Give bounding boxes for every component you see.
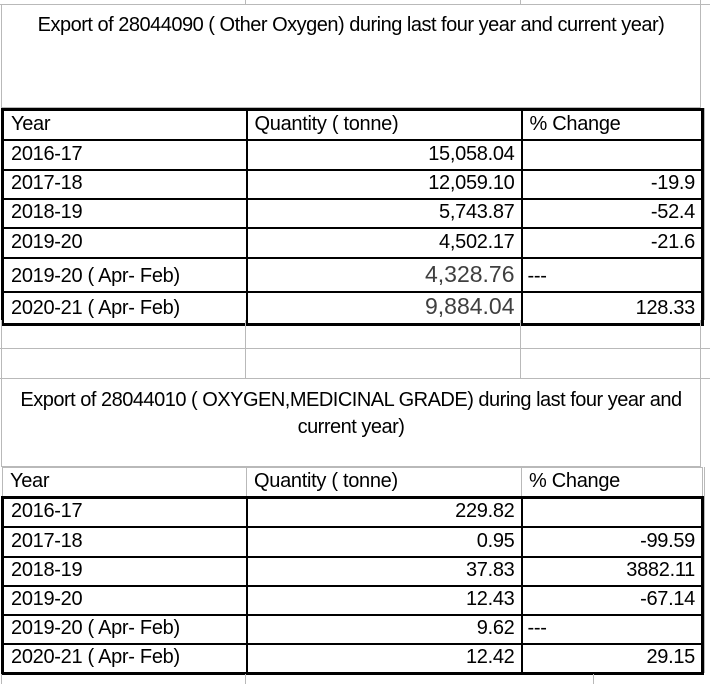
table2-title-cell[interactable]: Export of 28044010 ( OXYGEN,MEDICINAL GR… [1, 379, 701, 467]
percent-change-cell[interactable]: -21.6 [520, 226, 704, 259]
year-cell[interactable]: 2018-19 [1, 555, 248, 587]
quantity-cell[interactable]: 229.82 [245, 496, 523, 528]
column-header-year[interactable]: Year [1, 108, 248, 141]
column-header-quantity[interactable]: Quantity ( tonne) [245, 108, 523, 141]
table-row: 2018-19 5,743.87 -52.4 [1, 197, 704, 229]
table-row: 2017-18 0.95 -99.59 [1, 525, 704, 558]
gridline [0, 348, 710, 349]
table-row: 2019-20 4,502.17 -21.6 [1, 226, 704, 259]
quantity-cell[interactable]: 0.95 [245, 525, 523, 558]
table-row: 2017-18 12,059.10 -19.9 [1, 168, 704, 200]
column-header-percent-change[interactable]: % Change [521, 467, 703, 498]
quantity-cell[interactable]: 5,743.87 [245, 197, 523, 229]
year-cell[interactable]: 2020-21 ( Apr- Feb) [1, 642, 248, 675]
quantity-cell[interactable]: 4,502.17 [245, 226, 523, 259]
export-table-other-oxygen: Year Quantity ( tonne) % Change 2016-17 … [1, 108, 704, 326]
table-row: 2020-21 ( Apr- Feb) 12.42 29.15 [1, 642, 704, 675]
percent-change-cell[interactable] [520, 138, 704, 171]
gridline [0, 4, 710, 5]
gridline [245, 674, 246, 684]
gridline [245, 320, 246, 379]
year-cell[interactable]: 2019-20 ( Apr- Feb) [1, 613, 248, 645]
quantity-cell[interactable]: 9,884.04 [245, 290, 523, 326]
gridline [520, 0, 521, 5]
quantity-cell[interactable]: 4,328.76 [245, 256, 523, 293]
year-cell[interactable]: 2019-20 [1, 584, 248, 616]
table-row: 2020-21 ( Apr- Feb) 9,884.04 128.33 [1, 290, 704, 326]
gridline [1, 320, 2, 379]
percent-change-cell[interactable]: 29.15 [520, 642, 704, 675]
percent-change-cell[interactable]: --- [520, 256, 704, 293]
percent-change-cell[interactable]: -19.9 [520, 168, 704, 200]
quantity-cell[interactable]: 12.43 [245, 584, 523, 616]
year-cell[interactable]: 2016-17 [1, 496, 248, 528]
quantity-cell[interactable]: 12,059.10 [245, 168, 523, 200]
gridline [245, 0, 246, 5]
table-row: 2016-17 229.82 [1, 496, 704, 528]
gridline [700, 0, 701, 5]
gridline [704, 108, 705, 320]
gridline [593, 674, 594, 684]
year-cell[interactable]: 2016-17 [1, 138, 248, 171]
percent-change-cell[interactable]: 128.33 [520, 290, 704, 326]
quantity-cell[interactable]: 15,058.04 [245, 138, 523, 171]
gridline [520, 320, 521, 379]
percent-change-cell[interactable]: 3882.11 [520, 555, 704, 587]
table2-title: Export of 28044010 ( OXYGEN,MEDICINAL GR… [20, 389, 682, 438]
table-header-row: Year Quantity ( tonne) % Change [2, 467, 703, 498]
percent-change-cell[interactable] [520, 496, 704, 528]
table-header-row: Year Quantity ( tonne) % Change [1, 108, 704, 141]
year-cell[interactable]: 2020-21 ( Apr- Feb) [1, 290, 248, 326]
table-row: 2019-20 ( Apr- Feb) 9.62 --- [1, 613, 704, 645]
gridline [0, 378, 710, 379]
gridline [1, 674, 2, 684]
quantity-cell[interactable]: 12.42 [245, 642, 523, 675]
table1-title-cell[interactable]: Export of 28044090 ( Other Oxygen) durin… [1, 5, 701, 108]
table-row: 2018-19 37.83 3882.11 [1, 555, 704, 587]
year-cell[interactable]: 2019-20 ( Apr- Feb) [1, 256, 248, 293]
percent-change-cell[interactable]: -52.4 [520, 197, 704, 229]
gridline [704, 467, 705, 673]
quantity-cell[interactable]: 37.83 [245, 555, 523, 587]
year-cell[interactable]: 2019-20 [1, 226, 248, 259]
export-table-medicinal-oxygen: Year Quantity ( tonne) % Change 2016-17 … [1, 467, 704, 675]
table-row: 2016-17 15,058.04 [1, 138, 704, 171]
percent-change-cell[interactable]: -67.14 [520, 584, 704, 616]
percent-change-cell[interactable]: -99.59 [520, 525, 704, 558]
gridline [700, 320, 701, 379]
year-cell[interactable]: 2017-18 [1, 168, 248, 200]
column-header-year[interactable]: Year [2, 467, 247, 498]
column-header-quantity[interactable]: Quantity ( tonne) [246, 467, 522, 498]
percent-change-cell[interactable]: --- [520, 613, 704, 645]
year-cell[interactable]: 2018-19 [1, 197, 248, 229]
quantity-cell[interactable]: 9.62 [245, 613, 523, 645]
year-cell[interactable]: 2017-18 [1, 525, 248, 558]
table-row: 2019-20 12.43 -67.14 [1, 584, 704, 616]
column-header-percent-change[interactable]: % Change [520, 108, 704, 141]
table1-title: Export of 28044090 ( Other Oxygen) durin… [37, 14, 665, 36]
table-row: 2019-20 ( Apr- Feb) 4,328.76 --- [1, 256, 704, 293]
